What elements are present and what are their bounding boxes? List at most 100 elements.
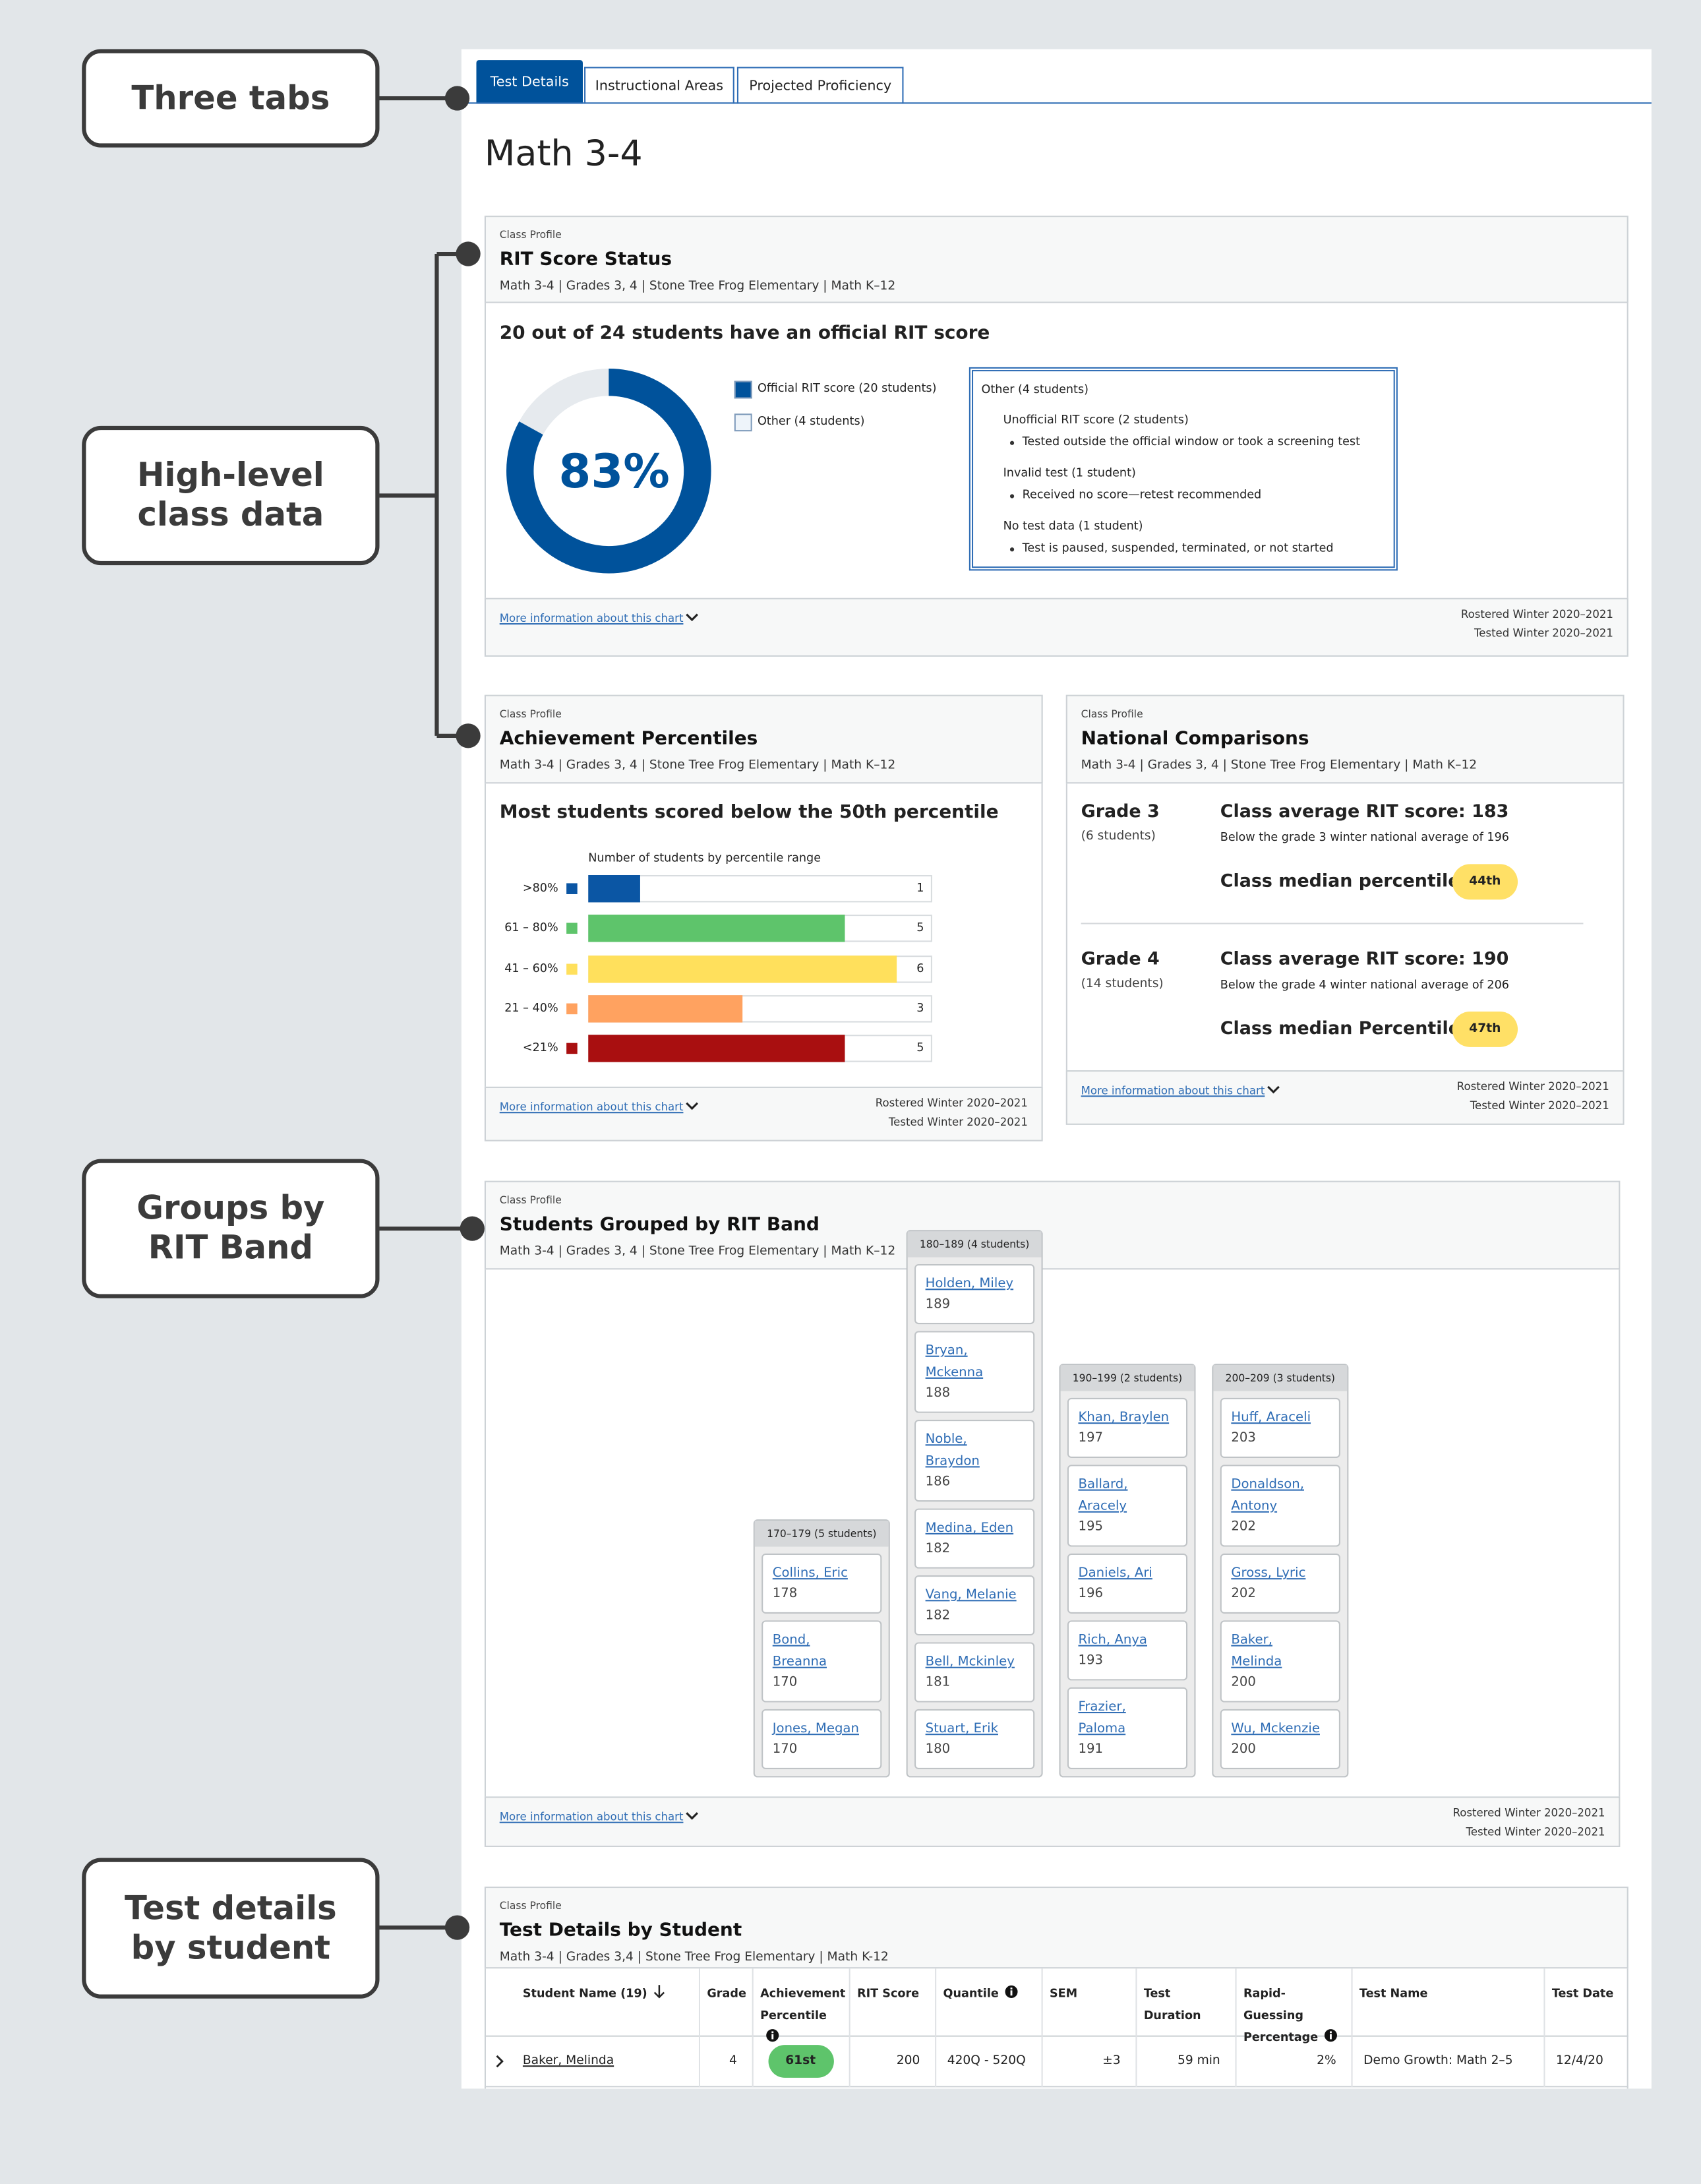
callout-text: High-level class data: [136, 456, 324, 534]
student-card: Stuart, Erik 180: [914, 1709, 1035, 1769]
card-title: National Comparisons: [1081, 727, 1309, 750]
student-name[interactable]: Jones, Megan: [772, 1721, 859, 1737]
table-row: [484, 2037, 1628, 2088]
median-pill: 44th: [1452, 864, 1518, 900]
student-score: 193: [1078, 1653, 1104, 1668]
screen: Test Details Instructional Areas Projected…: [82, 49, 1652, 2089]
student-name[interactable]: Holden, Miley: [925, 1276, 1014, 1292]
student-name[interactable]: Noble, Braydon: [925, 1432, 980, 1469]
more-info-link[interactable]: More information about this chart: [499, 612, 684, 625]
column-header-text: Test Date: [1551, 1987, 1614, 2001]
legend-swatch: [734, 413, 752, 431]
student-name[interactable]: Rich, Anya: [1078, 1632, 1148, 1648]
card-footer: [484, 1086, 1043, 1141]
table-cell: 2%: [1317, 2054, 1336, 2069]
tab-label[interactable]: Projected Proficiency: [749, 78, 892, 94]
student-name[interactable]: Wu, Mckenzie: [1231, 1721, 1320, 1737]
student-score: 191: [1078, 1742, 1104, 1757]
student-name[interactable]: Baker, Melinda: [1231, 1632, 1282, 1670]
student-name[interactable]: Collins, Eric: [772, 1565, 848, 1581]
student-card: Bond, Breanna 170: [761, 1620, 882, 1703]
student-score: 170: [772, 1675, 798, 1690]
legend-swatch: [734, 380, 752, 398]
tab-label[interactable]: Test Details: [490, 74, 569, 90]
student-score: 203: [1231, 1430, 1256, 1446]
divider: [1081, 923, 1584, 925]
column-header-text: Test Name: [1359, 1987, 1428, 2001]
bar-track: [588, 874, 932, 903]
student-score: 180: [925, 1742, 951, 1757]
column-rule: [1041, 1968, 1043, 2088]
column-header-text: Rapid-Guessing Percentage: [1243, 1987, 1319, 2046]
student-score: 196: [1078, 1586, 1104, 1602]
category-label: 21 – 40%: [504, 1002, 558, 1016]
column-rule: [698, 1968, 701, 2088]
card: [484, 1180, 1621, 1847]
student-name[interactable]: Bryan, Mckenna: [925, 1343, 984, 1380]
student-name[interactable]: Medina, Eden: [925, 1521, 1014, 1536]
column-header-text: Grade: [707, 1987, 746, 2001]
band-column: 200–209 (3 students) Huff, Araceli 203 Dona…: [1212, 1364, 1349, 1778]
national-note: Below the grade 3 winter national averag…: [1220, 831, 1510, 845]
more-info-link[interactable]: More information about this chart: [499, 1101, 684, 1114]
more-info-link[interactable]: More information about this chart: [1081, 1084, 1265, 1097]
student-score: 202: [1231, 1586, 1256, 1602]
column-rule: [935, 1968, 937, 2088]
category-swatch: [566, 923, 578, 934]
student-card: Daniels, Ari 196: [1067, 1553, 1188, 1614]
info-icon: [1004, 1985, 1017, 1998]
card-header: [1065, 694, 1625, 784]
student-name[interactable]: Khan, Braylen: [1078, 1410, 1170, 1426]
tab-label[interactable]: Instructional Areas: [595, 78, 724, 94]
category-swatch: [566, 1003, 578, 1014]
tab[interactable]: Test Details: [476, 60, 583, 104]
band-label: 180–189 (4 students): [907, 1231, 1042, 1258]
student-name[interactable]: Huff, Araceli: [1231, 1410, 1311, 1426]
card-title: Students Grouped by RIT Band: [499, 1213, 820, 1236]
tab[interactable]: Projected Proficiency: [736, 67, 904, 104]
tab[interactable]: Instructional Areas: [584, 67, 734, 104]
student-score: 200: [1231, 1675, 1256, 1690]
rostered-term: Rostered Winter 2020–2021: [875, 1097, 1028, 1110]
table-header-row: [484, 1968, 1628, 2037]
column-header: Achievement Percentile: [760, 1984, 845, 2049]
other-note: Tested outside the official window or to…: [1022, 435, 1361, 450]
student-card: Gross, Lyric 202: [1220, 1553, 1340, 1614]
grade-label: Grade 3: [1081, 802, 1160, 823]
callout: Groups by RIT Band: [82, 1159, 380, 1298]
rostered-term: Rostered Winter 2020–2021: [1460, 608, 1613, 621]
more-info-link[interactable]: More information about this chart: [499, 1811, 684, 1823]
student-link[interactable]: Baker, Melinda: [522, 2054, 614, 2069]
table-cell: 420Q - 520Q: [947, 2054, 1026, 2069]
info-icon: [1324, 2029, 1337, 2042]
callout-text: Test details by student: [124, 1889, 337, 1967]
student-name[interactable]: Gross, Lyric: [1231, 1565, 1306, 1581]
table-cell: 59 min: [1177, 2054, 1220, 2069]
student-card: Jones, Megan 170: [761, 1709, 882, 1769]
card-meta: Math 3-4 | Grades 3,4 | Stone Tree Frog …: [499, 1951, 889, 1965]
expand-icon[interactable]: [494, 2055, 505, 2069]
student-name[interactable]: Frazier, Paloma: [1078, 1699, 1126, 1737]
student-name[interactable]: Daniels, Ari: [1078, 1565, 1152, 1581]
card-title: Test Details by Student: [499, 1919, 742, 1941]
column-rule: [752, 1968, 754, 2088]
column-rule: [1543, 1968, 1545, 2088]
student-name[interactable]: Vang, Melanie: [925, 1587, 1017, 1603]
column-header: Test Duration: [1144, 1984, 1224, 2027]
student-name[interactable]: Donaldson, Antony: [1231, 1476, 1304, 1514]
student-name[interactable]: Bell, Mckinley: [925, 1654, 1015, 1670]
card-footer: [484, 597, 1628, 657]
bar: [588, 874, 640, 903]
student-name[interactable]: Bond, Breanna: [772, 1632, 827, 1670]
column-header-text: Test Duration: [1143, 1987, 1201, 2024]
student-card: Holden, Miley 189: [914, 1264, 1035, 1325]
grade-label: Grade 4: [1081, 949, 1160, 970]
band-label: 200–209 (3 students): [1213, 1365, 1348, 1391]
student-card: Noble, Braydon 186: [914, 1420, 1035, 1502]
table-cell: 4: [729, 2054, 737, 2069]
student-name[interactable]: Stuart, Erik: [925, 1721, 998, 1737]
tested-term: Tested Winter 2020–2021: [888, 1116, 1028, 1129]
bar-value-label: 6: [916, 961, 924, 976]
table-cell: ±3: [1102, 2054, 1121, 2069]
student-name[interactable]: Ballard, Aracely: [1078, 1476, 1128, 1514]
